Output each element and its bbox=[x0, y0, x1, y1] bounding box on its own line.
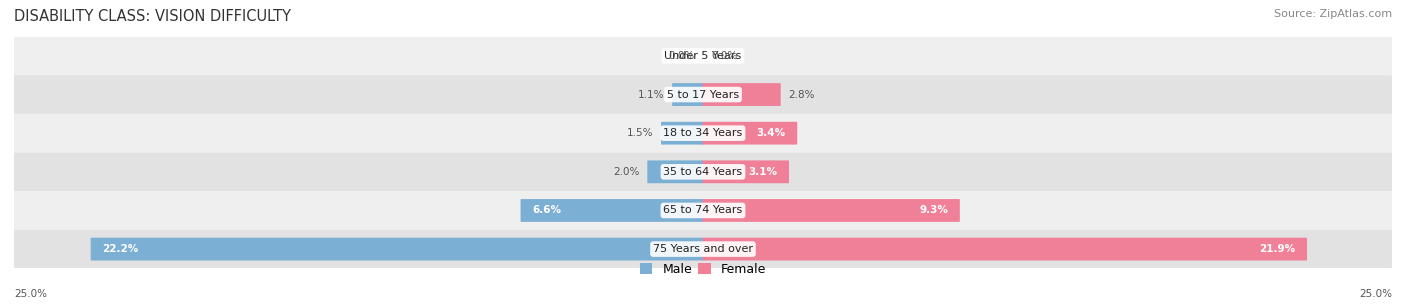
Text: 5 to 17 Years: 5 to 17 Years bbox=[666, 90, 740, 99]
Text: 25.0%: 25.0% bbox=[14, 289, 46, 299]
Text: 3.1%: 3.1% bbox=[748, 167, 778, 177]
FancyBboxPatch shape bbox=[14, 75, 1392, 114]
FancyBboxPatch shape bbox=[703, 238, 1308, 260]
FancyBboxPatch shape bbox=[703, 160, 789, 183]
Text: 18 to 34 Years: 18 to 34 Years bbox=[664, 128, 742, 138]
Text: 35 to 64 Years: 35 to 64 Years bbox=[664, 167, 742, 177]
Text: 65 to 74 Years: 65 to 74 Years bbox=[664, 206, 742, 215]
Text: 75 Years and over: 75 Years and over bbox=[652, 244, 754, 254]
Text: 1.5%: 1.5% bbox=[627, 128, 654, 138]
FancyBboxPatch shape bbox=[647, 160, 703, 183]
Text: DISABILITY CLASS: VISION DIFFICULTY: DISABILITY CLASS: VISION DIFFICULTY bbox=[14, 9, 291, 24]
Text: 22.2%: 22.2% bbox=[103, 244, 139, 254]
Text: Under 5 Years: Under 5 Years bbox=[665, 51, 741, 61]
Text: 25.0%: 25.0% bbox=[1360, 289, 1392, 299]
FancyBboxPatch shape bbox=[90, 238, 703, 260]
FancyBboxPatch shape bbox=[14, 37, 1392, 75]
Text: 2.8%: 2.8% bbox=[789, 90, 815, 99]
FancyBboxPatch shape bbox=[14, 152, 1392, 191]
Text: Source: ZipAtlas.com: Source: ZipAtlas.com bbox=[1274, 9, 1392, 19]
Text: 9.3%: 9.3% bbox=[920, 206, 948, 215]
FancyBboxPatch shape bbox=[703, 199, 960, 222]
Text: 0.0%: 0.0% bbox=[668, 51, 695, 61]
Text: 6.6%: 6.6% bbox=[531, 206, 561, 215]
FancyBboxPatch shape bbox=[661, 122, 703, 145]
Text: 2.0%: 2.0% bbox=[613, 167, 640, 177]
FancyBboxPatch shape bbox=[520, 199, 703, 222]
FancyBboxPatch shape bbox=[703, 122, 797, 145]
FancyBboxPatch shape bbox=[672, 83, 703, 106]
Legend: Male, Female: Male, Female bbox=[636, 258, 770, 281]
Text: 0.0%: 0.0% bbox=[711, 51, 738, 61]
Text: 3.4%: 3.4% bbox=[756, 128, 786, 138]
Text: 1.1%: 1.1% bbox=[638, 90, 665, 99]
FancyBboxPatch shape bbox=[14, 230, 1392, 268]
FancyBboxPatch shape bbox=[703, 83, 780, 106]
Text: 21.9%: 21.9% bbox=[1260, 244, 1295, 254]
FancyBboxPatch shape bbox=[14, 114, 1392, 152]
FancyBboxPatch shape bbox=[14, 191, 1392, 230]
